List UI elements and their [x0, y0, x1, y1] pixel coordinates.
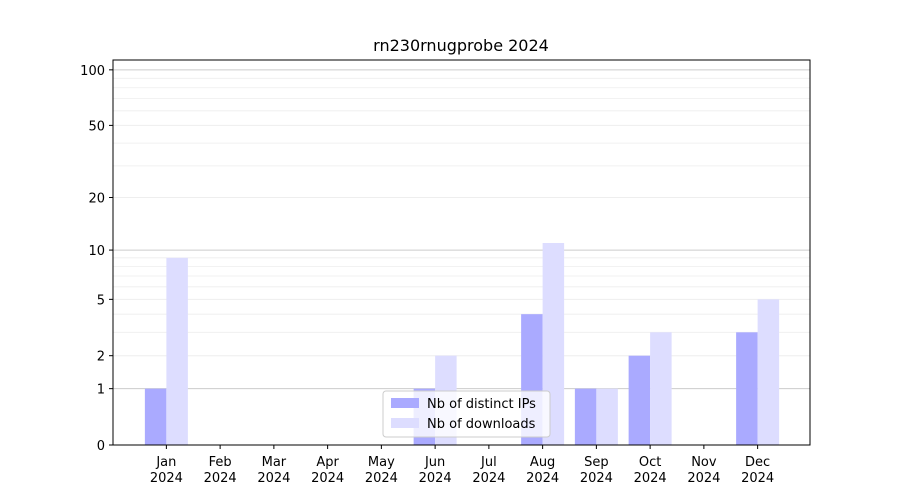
legend-label: Nb of downloads: [427, 417, 536, 432]
x-tick-label: Jan 2024: [150, 455, 183, 486]
x-tick-label: Dec 2024: [741, 455, 774, 486]
y-tick-label: 10: [88, 244, 105, 259]
bar: [628, 355, 651, 445]
y-tick-label: 5: [97, 293, 105, 308]
bar: [574, 388, 597, 445]
chart-title: rn230rnugprobe 2024: [373, 36, 549, 55]
x-tick-label: Oct 2024: [634, 455, 667, 486]
bar: [144, 388, 167, 445]
x-tick-label: Jul 2024: [472, 455, 505, 486]
legend-label: Nb of distinct IPs: [427, 397, 536, 412]
x-tick-label: Feb 2024: [204, 455, 237, 486]
bar: [757, 299, 780, 445]
legend-swatch: [391, 398, 419, 408]
y-tick-label: 2: [97, 350, 105, 365]
x-tick-label: Nov 2024: [687, 455, 720, 486]
y-tick-label: 0: [97, 439, 105, 454]
y-tick-label: 20: [88, 192, 105, 207]
x-tick-label: Jun 2024: [419, 455, 452, 486]
y-tick-label: 100: [80, 64, 105, 79]
x-tick-label: May 2024: [365, 455, 398, 486]
legend-box: [382, 390, 551, 438]
x-tick-label: Mar 2024: [257, 455, 290, 486]
bar: [166, 257, 188, 445]
bar: [736, 332, 758, 445]
y-tick-label: 1: [97, 383, 105, 398]
bar: [596, 388, 618, 445]
x-tick-label: Aug 2024: [526, 455, 559, 486]
y-tick-label: 50: [88, 119, 105, 134]
x-tick-label: Apr 2024: [311, 455, 344, 486]
plot-frame: [112, 59, 811, 446]
legend-swatch: [391, 418, 419, 428]
x-tick-label: Sep 2024: [580, 455, 613, 486]
bar: [650, 332, 672, 445]
